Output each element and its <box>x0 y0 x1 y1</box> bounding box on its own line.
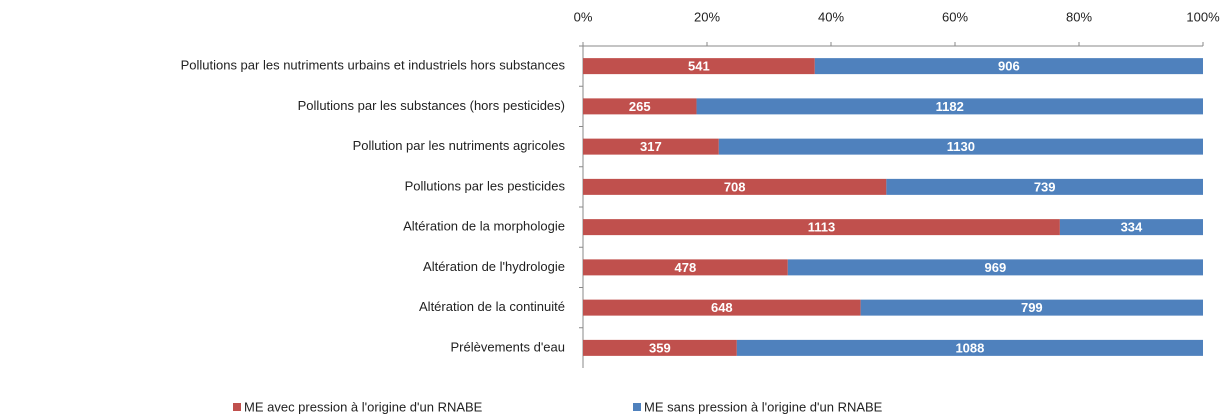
bar-segment <box>814 58 1203 75</box>
y-tick-label: Prélèvements d'eau <box>451 339 566 354</box>
data-label: 1130 <box>947 139 975 154</box>
x-tick-label: 60% <box>942 9 968 24</box>
data-label: 359 <box>649 340 671 355</box>
data-label: 478 <box>675 260 697 275</box>
bar-segment <box>583 58 815 75</box>
data-label: 969 <box>985 260 1007 275</box>
bar-segment <box>860 299 1203 316</box>
x-tick-label: 80% <box>1066 9 1092 24</box>
x-tick-label: 20% <box>694 9 720 24</box>
legend-swatch <box>633 403 641 411</box>
data-label: 265 <box>629 99 651 114</box>
data-label: 541 <box>688 59 710 74</box>
data-label: 648 <box>711 300 733 315</box>
bar-segment <box>583 219 1060 236</box>
data-label: 906 <box>998 59 1020 74</box>
x-tick-label: 0% <box>574 9 593 24</box>
bar-segment <box>583 299 861 316</box>
y-tick-label: Pollutions par les substances (hors pest… <box>298 98 565 113</box>
bar-segment <box>696 98 1203 115</box>
legend-label: ME sans pression à l'origine d'un RNABE <box>644 399 883 414</box>
bar-segment <box>886 178 1203 195</box>
y-tick-label: Pollutions par les nutriments urbains et… <box>181 58 566 73</box>
data-label: 739 <box>1034 179 1056 194</box>
x-tick-label: 40% <box>818 9 844 24</box>
data-label: 1113 <box>808 220 836 235</box>
data-label: 1088 <box>955 340 984 355</box>
y-tick-label: Pollution par les nutriments agricoles <box>353 138 566 153</box>
bar-segment <box>583 178 887 195</box>
data-label: 708 <box>724 179 746 194</box>
bar-segment <box>787 259 1203 276</box>
x-tick-label: 100% <box>1186 9 1220 24</box>
y-tick-label: Altération de la morphologie <box>403 219 565 234</box>
y-tick-label: Altération de la continuité <box>419 299 565 314</box>
bar-segment <box>1059 219 1203 236</box>
data-label: 1182 <box>936 99 964 114</box>
bar-segment <box>736 339 1203 356</box>
bar-segment <box>583 339 737 356</box>
bar-segment <box>583 98 697 115</box>
bar-segment <box>718 138 1203 155</box>
legend-swatch <box>233 403 241 411</box>
bar-segment <box>583 138 719 155</box>
data-label: 317 <box>640 139 662 154</box>
y-tick-label: Pollutions par les pesticides <box>405 178 566 193</box>
legend-label: ME avec pression à l'origine d'un RNABE <box>244 399 483 414</box>
data-label: 334 <box>1121 220 1143 235</box>
y-tick-label: Altération de l'hydrologie <box>423 259 565 274</box>
bar-segment <box>583 259 788 276</box>
data-label: 799 <box>1021 300 1043 315</box>
